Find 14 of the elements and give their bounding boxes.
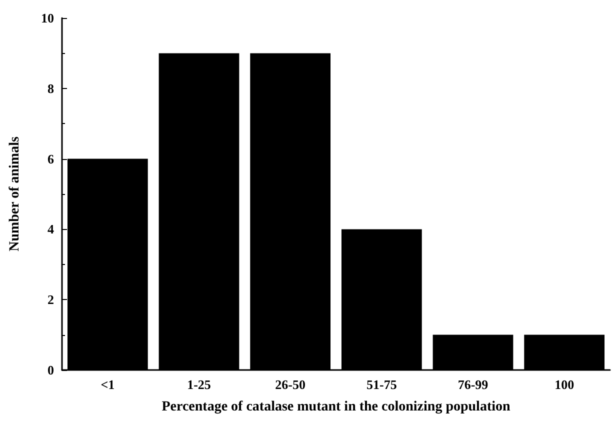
y-axis-title: Number of animals [8,136,22,252]
x-tick-label: 100 [554,377,574,392]
y-tick-label: 2 [48,292,54,308]
x-tick-label: 76-99 [458,377,489,392]
x-tick-label: 51-75 [366,377,398,392]
y-tick-label: 10 [41,10,54,26]
x-axis-title: Percentage of catalase mutant in the colonizing population [162,400,510,414]
x-tick-label: <1 [100,377,115,392]
x-tick-label: 1-25 [187,377,212,392]
y-tick-label: 8 [48,80,54,96]
y-tick-label: 6 [48,151,54,166]
x-tick-label: 26-50 [275,377,306,392]
y-tick-label: 0 [48,362,54,378]
y-tick-label: 4 [48,222,54,237]
